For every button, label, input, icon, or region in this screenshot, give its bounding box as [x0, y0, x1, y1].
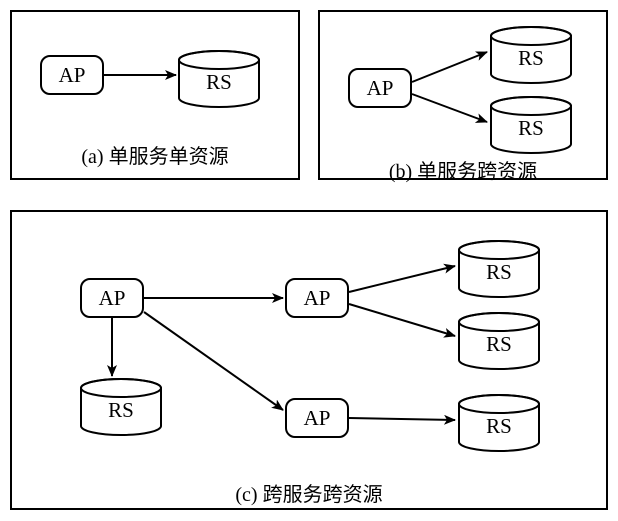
- node-ap-c2-label: AP: [304, 286, 331, 311]
- node-ap-b-label: AP: [367, 76, 394, 101]
- diagram-canvas: AP RS AP RS RS AP AP AP: [0, 0, 618, 521]
- node-rs-c4-label: RS: [458, 414, 540, 439]
- caption-b: (b) 单服务跨资源: [318, 155, 608, 184]
- node-ap-c3: AP: [285, 398, 349, 438]
- node-rs-a-label: RS: [178, 70, 260, 95]
- node-rs-c1: RS: [80, 378, 162, 436]
- node-rs-c1-label: RS: [80, 398, 162, 423]
- node-rs-b1: RS: [490, 26, 572, 84]
- node-ap-a-label: AP: [59, 63, 86, 88]
- node-rs-b2-label: RS: [490, 116, 572, 141]
- node-rs-b1-label: RS: [490, 46, 572, 71]
- caption-a: (a) 单服务单资源: [10, 140, 300, 169]
- node-ap-c3-label: AP: [304, 406, 331, 431]
- node-ap-c1-label: AP: [99, 286, 126, 311]
- node-rs-c2: RS: [458, 240, 540, 298]
- node-ap-c2: AP: [285, 278, 349, 318]
- node-ap-a: AP: [40, 55, 104, 95]
- node-rs-a: RS: [178, 50, 260, 108]
- node-rs-c4: RS: [458, 394, 540, 452]
- node-rs-c2-label: RS: [458, 260, 540, 285]
- node-ap-c1: AP: [80, 278, 144, 318]
- node-ap-b: AP: [348, 68, 412, 108]
- caption-c: (c) 跨服务跨资源: [10, 478, 608, 507]
- node-rs-c3-label: RS: [458, 332, 540, 357]
- node-rs-b2: RS: [490, 96, 572, 154]
- node-rs-c3: RS: [458, 312, 540, 370]
